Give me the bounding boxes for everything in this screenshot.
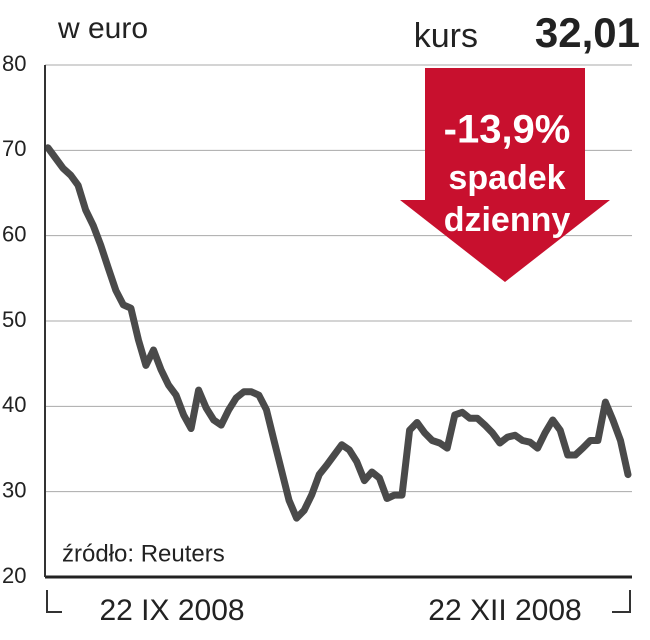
bracket bbox=[46, 590, 62, 613]
change-arrow bbox=[400, 68, 610, 282]
unit-label: w euro bbox=[57, 12, 148, 45]
price-line bbox=[44, 144, 632, 522]
change-text: spadek bbox=[448, 159, 565, 197]
change-value: -13,9% bbox=[444, 108, 571, 152]
y-tick-label: 30 bbox=[2, 477, 26, 502]
y-tick-label: 40 bbox=[2, 392, 26, 417]
x-label: 22 XII 2008 bbox=[428, 594, 581, 627]
y-tick-label: 80 bbox=[2, 51, 26, 76]
price-label: kurs bbox=[414, 17, 478, 55]
source: źródło: Reuters bbox=[62, 540, 225, 567]
y-tick-label: 50 bbox=[2, 307, 26, 332]
price-value: 32,01 bbox=[535, 9, 640, 56]
y-tick-label: 60 bbox=[2, 221, 26, 246]
x-label: 22 IX 2008 bbox=[99, 594, 244, 627]
y-tick-label: 20 bbox=[2, 563, 26, 588]
bracket bbox=[612, 590, 631, 613]
change-text: dzienny bbox=[444, 201, 571, 239]
y-tick-label: 70 bbox=[2, 136, 26, 161]
